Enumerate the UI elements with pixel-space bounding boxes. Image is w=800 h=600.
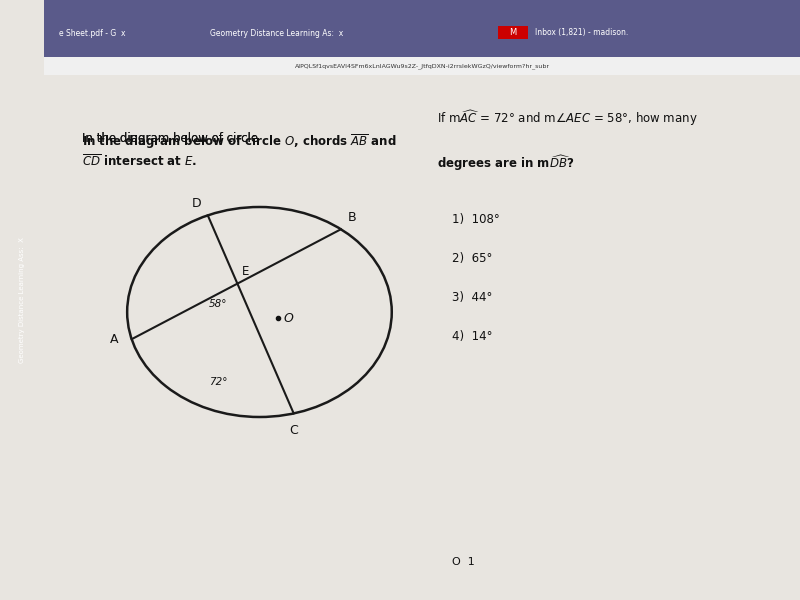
Text: A: A bbox=[110, 332, 118, 346]
Text: D: D bbox=[191, 197, 201, 210]
Bar bbox=[498, 26, 528, 39]
Text: B: B bbox=[348, 211, 356, 224]
Text: In the diagram below of circle $O$, chords $\overline{AB}$ and
$\overline{CD}$ i: In the diagram below of circle $O$, chor… bbox=[82, 132, 396, 169]
Text: 4)  14°: 4) 14° bbox=[452, 330, 493, 343]
Text: O  1: O 1 bbox=[452, 557, 475, 567]
Text: e Sheet.pdf - G  x: e Sheet.pdf - G x bbox=[59, 28, 126, 37]
Text: If m$\widehat{AC}$ = 72° and m$\angle AEC$ = 58°, how many: If m$\widehat{AC}$ = 72° and m$\angle AE… bbox=[437, 108, 698, 128]
Text: 1)  108°: 1) 108° bbox=[452, 213, 500, 226]
Bar bbox=[44, 57, 800, 75]
Text: In the diagram below of circle: In the diagram below of circle bbox=[82, 132, 262, 145]
Text: C: C bbox=[290, 424, 298, 437]
Text: 3)  44°: 3) 44° bbox=[452, 291, 493, 304]
Text: 58°: 58° bbox=[209, 299, 227, 308]
Bar bbox=[44, 0, 800, 60]
Text: E: E bbox=[242, 265, 249, 278]
Text: Geometry Distance Learning As:  x: Geometry Distance Learning As: x bbox=[210, 28, 343, 37]
Text: In the diagram below of circle: In the diagram below of circle bbox=[82, 132, 262, 145]
Text: Geometry Distance Learning Ass:  X: Geometry Distance Learning Ass: X bbox=[19, 237, 25, 363]
Text: AIPQLSf1qvsEAVI4SFm6xLnIAGWu9s2Z-_JtfqDXN-i2rrsIekWGzQ/viewform?hr_subr: AIPQLSf1qvsEAVI4SFm6xLnIAGWu9s2Z-_JtfqDX… bbox=[294, 63, 550, 69]
Text: $O$: $O$ bbox=[283, 311, 294, 325]
Text: 72°: 72° bbox=[209, 377, 228, 386]
Text: degrees are in m$\widehat{DB}$?: degrees are in m$\widehat{DB}$? bbox=[437, 153, 574, 173]
Text: 2)  65°: 2) 65° bbox=[452, 252, 493, 265]
Text: M: M bbox=[509, 28, 516, 37]
Text: Inbox (1,821) - madison.: Inbox (1,821) - madison. bbox=[535, 28, 629, 37]
